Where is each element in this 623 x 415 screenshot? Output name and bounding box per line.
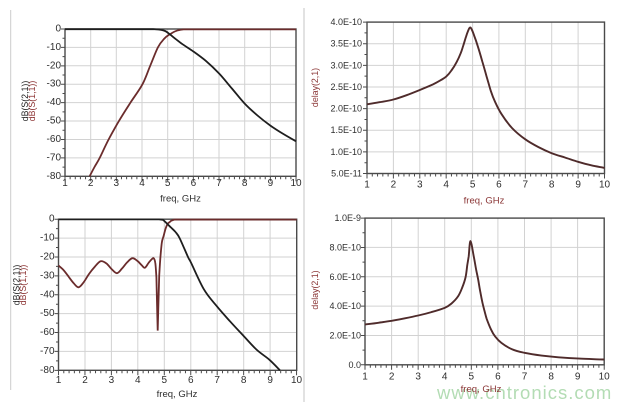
svg-text:0.0: 0.0: [348, 360, 361, 370]
svg-text:4: 4: [135, 375, 141, 386]
svg-text:3: 3: [417, 179, 423, 190]
svg-text:9: 9: [575, 179, 581, 190]
svg-text:10: 10: [291, 375, 303, 386]
svg-text:delay(2,1): delay(2,1): [310, 68, 320, 107]
svg-text:2.0E-10: 2.0E-10: [330, 104, 362, 114]
svg-text:2: 2: [88, 178, 94, 189]
svg-text:8.0E-10: 8.0E-10: [329, 242, 361, 252]
svg-text:9: 9: [268, 178, 274, 189]
svg-text:dB(S(1,1)): dB(S(1,1)): [27, 81, 37, 122]
svg-text:-70: -70: [47, 152, 62, 163]
svg-text:6: 6: [188, 375, 194, 386]
svg-text:2: 2: [389, 372, 395, 383]
svg-text:-30: -30: [40, 270, 55, 281]
svg-text:delay(2,1): delay(2,1): [310, 270, 320, 309]
svg-text:-20: -20: [47, 60, 62, 71]
svg-text:dB(S(1,1)): dB(S(1,1)): [18, 265, 28, 306]
svg-text:-50: -50: [47, 116, 62, 127]
svg-text:1: 1: [364, 179, 370, 190]
svg-text:5: 5: [470, 179, 476, 190]
svg-text:6.0E-10: 6.0E-10: [329, 272, 361, 282]
svg-text:4: 4: [139, 178, 145, 189]
svg-text:8: 8: [242, 178, 248, 189]
svg-text:4.0E-10: 4.0E-10: [330, 17, 362, 27]
svg-text:10: 10: [599, 179, 611, 190]
svg-text:www.cntronics.com: www.cntronics.com: [436, 382, 612, 403]
svg-text:1.0E-9: 1.0E-9: [334, 213, 361, 223]
svg-text:1: 1: [362, 372, 368, 383]
svg-text:2: 2: [82, 375, 88, 386]
svg-text:-80: -80: [40, 365, 55, 376]
svg-text:8: 8: [241, 375, 247, 386]
svg-text:7: 7: [216, 178, 222, 189]
svg-text:3: 3: [114, 178, 120, 189]
svg-text:8: 8: [548, 372, 554, 383]
svg-text:0: 0: [49, 214, 55, 225]
svg-text:6: 6: [495, 372, 501, 383]
svg-text:-40: -40: [47, 97, 62, 108]
svg-text:dB(S(2,1)): dB(S(2,1)): [20, 81, 30, 122]
svg-text:-10: -10: [40, 233, 55, 244]
svg-text:5.0E-11: 5.0E-11: [331, 169, 362, 179]
svg-text:1: 1: [62, 178, 68, 189]
svg-text:3.0E-10: 3.0E-10: [330, 60, 362, 70]
svg-text:freq, GHz: freq, GHz: [157, 389, 198, 400]
svg-text:4: 4: [443, 179, 449, 190]
svg-text:7: 7: [522, 372, 528, 383]
svg-text:9: 9: [575, 372, 581, 383]
svg-text:9: 9: [267, 375, 273, 386]
svg-text:6: 6: [191, 178, 197, 189]
svg-text:1.0E-10: 1.0E-10: [330, 147, 362, 157]
svg-text:freq, GHz: freq, GHz: [461, 384, 502, 395]
svg-text:3: 3: [109, 375, 115, 386]
svg-text:-80: -80: [47, 171, 62, 182]
svg-text:2.5E-10: 2.5E-10: [330, 82, 362, 92]
svg-text:5: 5: [165, 178, 171, 189]
svg-text:2: 2: [391, 179, 397, 190]
svg-text:-30: -30: [47, 79, 62, 90]
svg-text:freq, GHz: freq, GHz: [464, 196, 505, 207]
svg-text:3: 3: [415, 372, 421, 383]
svg-text:-70: -70: [40, 346, 55, 357]
svg-text:1.5E-10: 1.5E-10: [330, 125, 362, 135]
svg-text:8: 8: [549, 179, 555, 190]
svg-text:6: 6: [496, 179, 502, 190]
svg-text:-50: -50: [40, 308, 55, 319]
svg-text:-60: -60: [40, 327, 55, 338]
svg-text:0: 0: [55, 24, 61, 35]
svg-text:1: 1: [56, 375, 62, 386]
svg-text:5: 5: [162, 375, 168, 386]
svg-text:7: 7: [523, 179, 529, 190]
svg-text:-60: -60: [47, 134, 62, 145]
svg-text:10: 10: [599, 372, 611, 383]
svg-text:-10: -10: [47, 42, 62, 53]
svg-text:2.0E-10: 2.0E-10: [329, 331, 361, 341]
svg-text:4.0E-10: 4.0E-10: [329, 301, 361, 311]
svg-text:-20: -20: [40, 252, 55, 263]
svg-text:-40: -40: [40, 289, 55, 300]
svg-text:dB(S(2,1)): dB(S(2,1)): [12, 265, 22, 306]
svg-text:freq, GHz: freq, GHz: [160, 194, 201, 205]
svg-text:3.5E-10: 3.5E-10: [330, 39, 362, 49]
svg-text:4: 4: [442, 372, 448, 383]
svg-text:7: 7: [214, 375, 220, 386]
svg-text:5: 5: [469, 372, 475, 383]
svg-text:10: 10: [290, 178, 302, 189]
